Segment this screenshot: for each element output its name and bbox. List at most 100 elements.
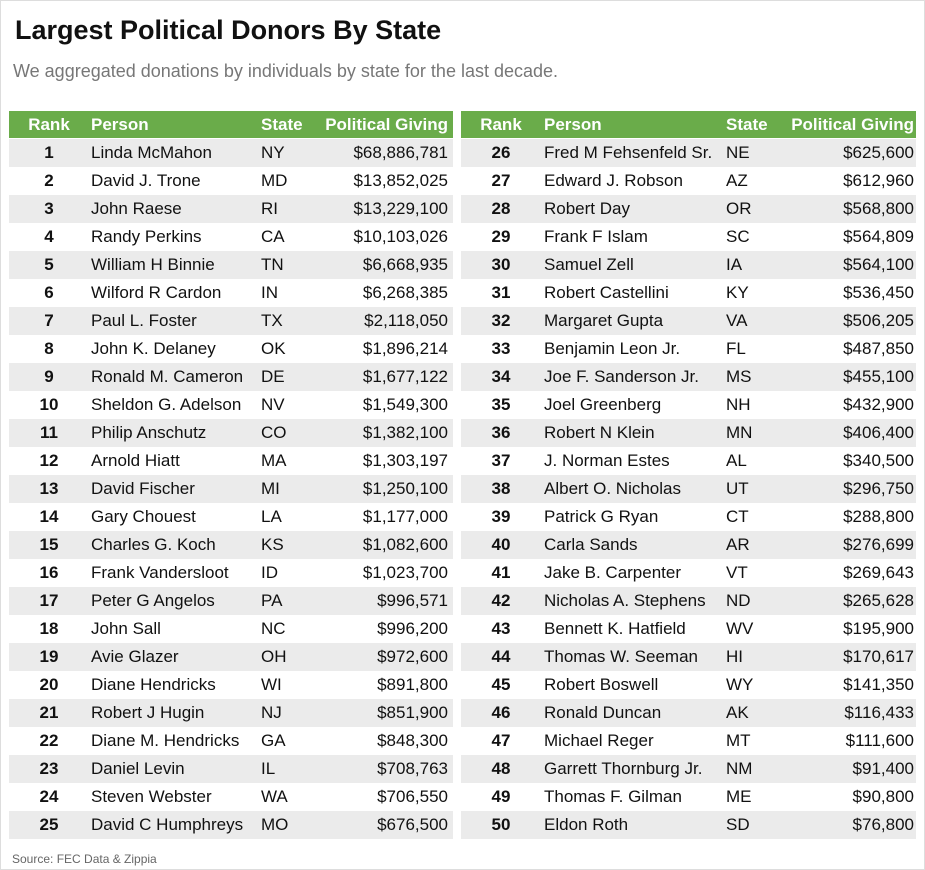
table-row: 48 Garrett Thornburg Jr. NM $91,400 bbox=[461, 755, 916, 783]
rank-cell: 18 bbox=[39, 619, 59, 638]
state-cell: CT bbox=[726, 507, 749, 526]
state-cell: VT bbox=[726, 563, 748, 582]
political-giving-cell: $1,382,100 bbox=[362, 423, 448, 442]
table-row: 22 Diane M. Hendricks GA $848,300 bbox=[9, 727, 453, 755]
rank-cell: 37 bbox=[491, 451, 511, 470]
table-row: 28 Robert Day OR $568,800 bbox=[461, 195, 916, 223]
rank-cell: 9 bbox=[44, 367, 54, 386]
table-row: 3 John Raese RI $13,229,100 bbox=[9, 195, 453, 223]
table-row: 2 David J. Trone MD $13,852,025 bbox=[9, 167, 453, 195]
table-row: 35 Joel Greenberg NH $432,900 bbox=[461, 391, 916, 419]
rank-cell: 44 bbox=[491, 647, 511, 666]
column-header: Person bbox=[544, 115, 602, 134]
person-cell: Albert O. Nicholas bbox=[544, 479, 681, 498]
person-cell: Bennett K. Hatfield bbox=[544, 619, 686, 638]
rank-cell: 2 bbox=[44, 171, 54, 190]
rank-cell: 1 bbox=[44, 143, 54, 162]
political-giving-cell: $1,177,000 bbox=[362, 507, 448, 526]
subtitle: We aggregated donations by individuals b… bbox=[13, 61, 559, 81]
table-row: 33 Benjamin Leon Jr. FL $487,850 bbox=[461, 335, 916, 363]
rank-cell: 16 bbox=[39, 563, 59, 582]
person-cell: David Fischer bbox=[91, 479, 195, 498]
rank-cell: 6 bbox=[44, 283, 54, 302]
person-cell: Frank F Islam bbox=[544, 227, 648, 246]
rank-cell: 7 bbox=[44, 311, 54, 330]
person-cell: Steven Webster bbox=[91, 787, 212, 806]
state-cell: IA bbox=[726, 255, 743, 274]
rank-cell: 24 bbox=[39, 787, 59, 806]
political-giving-cell: $708,763 bbox=[377, 759, 448, 778]
political-giving-cell: $612,960 bbox=[843, 171, 914, 190]
person-cell: John K. Delaney bbox=[91, 339, 216, 358]
state-cell: NV bbox=[261, 395, 285, 414]
person-cell: Robert Boswell bbox=[544, 675, 659, 694]
column-header: Political Giving bbox=[325, 115, 448, 134]
rank-cell: 13 bbox=[39, 479, 59, 498]
person-cell: Joel Greenberg bbox=[544, 395, 662, 414]
table-row: 1 Linda McMahon NY $68,886,781 bbox=[9, 139, 453, 167]
political-giving-cell: $455,100 bbox=[843, 367, 914, 386]
state-cell: LA bbox=[261, 507, 282, 526]
rank-cell: 42 bbox=[491, 591, 511, 610]
table-row: 43 Bennett K. Hatfield WV $195,900 bbox=[461, 615, 916, 643]
person-cell: Ronald M. Cameron bbox=[91, 367, 244, 386]
table-row: 14 Gary Chouest LA $1,177,000 bbox=[9, 503, 453, 531]
political-giving-cell: $265,628 bbox=[843, 591, 914, 610]
rank-cell: 34 bbox=[491, 367, 511, 386]
person-cell: Thomas W. Seeman bbox=[544, 647, 699, 666]
table-row: 8 John K. Delaney OK $1,896,214 bbox=[9, 335, 453, 363]
state-cell: TN bbox=[261, 255, 284, 274]
person-cell: John Raese bbox=[91, 199, 182, 218]
table-row: 29 Frank F Islam SC $564,809 bbox=[461, 223, 916, 251]
rank-cell: 21 bbox=[39, 703, 59, 722]
table-row: 41 Jake B. Carpenter VT $269,643 bbox=[461, 559, 916, 587]
rank-cell: 46 bbox=[491, 703, 511, 722]
column-header: State bbox=[726, 115, 768, 134]
political-giving-cell: $625,600 bbox=[843, 143, 914, 162]
table-row: 25 David C Humphreys MO $676,500 bbox=[9, 811, 453, 839]
state-cell: MI bbox=[261, 479, 280, 498]
political-giving-cell: $996,571 bbox=[377, 591, 448, 610]
rank-cell: 5 bbox=[44, 255, 54, 274]
rank-cell: 50 bbox=[491, 815, 511, 834]
rank-cell: 10 bbox=[39, 395, 59, 414]
person-cell: Diane M. Hendricks bbox=[91, 731, 240, 750]
table-row: 37 J. Norman Estes AL $340,500 bbox=[461, 447, 916, 475]
state-cell: IN bbox=[261, 283, 278, 302]
table-row: 50 Eldon Roth SD $76,800 bbox=[461, 811, 916, 839]
state-cell: KS bbox=[261, 535, 284, 554]
table-row: 47 Michael Reger MT $111,600 bbox=[461, 727, 916, 755]
political-giving-cell: $848,300 bbox=[377, 731, 448, 750]
person-cell: Garrett Thornburg Jr. bbox=[544, 759, 703, 778]
state-cell: FL bbox=[726, 339, 746, 358]
table-row: 44 Thomas W. Seeman HI $170,617 bbox=[461, 643, 916, 671]
political-giving-cell: $536,450 bbox=[843, 283, 914, 302]
table-row: 5 William H Binnie TN $6,668,935 bbox=[9, 251, 453, 279]
state-cell: OR bbox=[726, 199, 752, 218]
political-giving-cell: $972,600 bbox=[377, 647, 448, 666]
rank-cell: 35 bbox=[491, 395, 511, 414]
political-giving-cell: $406,400 bbox=[843, 423, 914, 442]
political-giving-cell: $111,600 bbox=[845, 731, 914, 750]
state-cell: DE bbox=[261, 367, 285, 386]
political-giving-cell: $432,900 bbox=[843, 395, 914, 414]
state-cell: NH bbox=[726, 395, 751, 414]
table-row: 18 John Sall NC $996,200 bbox=[9, 615, 453, 643]
person-cell: Peter G Angelos bbox=[91, 591, 215, 610]
political-giving-cell: $1,549,300 bbox=[362, 395, 448, 414]
person-cell: David J. Trone bbox=[91, 171, 201, 190]
person-cell: Margaret Gupta bbox=[544, 311, 664, 330]
person-cell: Arnold Hiatt bbox=[91, 451, 180, 470]
state-cell: CO bbox=[261, 423, 287, 442]
state-cell: TX bbox=[261, 311, 283, 330]
source: Source: FEC Data & Zippia bbox=[12, 852, 157, 866]
political-giving-cell: $891,800 bbox=[377, 675, 448, 694]
person-cell: Randy Perkins bbox=[91, 227, 202, 246]
state-cell: OK bbox=[261, 339, 286, 358]
table-row: 10 Sheldon G. Adelson NV $1,549,300 bbox=[9, 391, 453, 419]
table-row: 21 Robert J Hugin NJ $851,900 bbox=[9, 699, 453, 727]
political-giving-cell: $1,677,122 bbox=[362, 367, 448, 386]
person-cell: Edward J. Robson bbox=[544, 171, 683, 190]
political-giving-cell: $676,500 bbox=[377, 815, 448, 834]
